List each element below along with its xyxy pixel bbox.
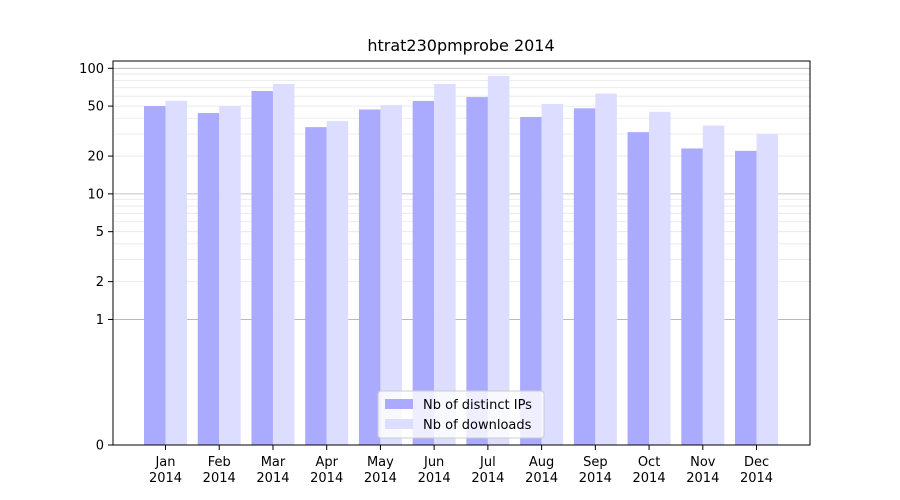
bar xyxy=(487,75,510,445)
bar xyxy=(412,100,435,446)
legend-swatch xyxy=(385,419,413,429)
y-tick-label: 100 xyxy=(79,62,104,77)
plot-frame xyxy=(112,60,811,446)
x-tick-label: Mar 2014 xyxy=(256,455,289,486)
x-tick-label: May 2014 xyxy=(364,455,397,486)
x-axis: Jan 2014 Feb 2014 Mar 2014 Apr 2014 May 2014 Jun 20… xyxy=(149,445,773,486)
bar xyxy=(702,125,725,446)
bars xyxy=(144,75,779,446)
x-tick-label: Feb 2014 xyxy=(203,455,236,486)
x-tick-label: Jan 2014 xyxy=(149,455,182,486)
legend: Nb of distinct IPs Nb of downloads xyxy=(377,390,545,439)
bar xyxy=(434,83,456,446)
bar xyxy=(144,106,166,445)
bar xyxy=(219,106,241,445)
bar xyxy=(541,103,564,446)
bar xyxy=(595,93,617,445)
bar xyxy=(466,97,488,446)
bar xyxy=(305,127,327,445)
legend-swatch xyxy=(385,399,413,409)
bar xyxy=(272,83,295,446)
y-tick-label: 20 xyxy=(87,150,104,165)
x-tick-label: Dec 2014 xyxy=(740,455,773,486)
x-tick-label: Oct 2014 xyxy=(633,455,666,486)
x-tick-label: Jun 2014 xyxy=(418,455,451,486)
bar xyxy=(756,133,779,446)
x-tick-label: Aug 2014 xyxy=(525,455,558,486)
x-tick-label: Jul 2014 xyxy=(471,455,504,486)
x-tick-label: Sep 2014 xyxy=(579,455,612,486)
y-tick-label: 10 xyxy=(87,187,104,202)
x-tick-label: Apr 2014 xyxy=(310,455,343,486)
chart-title: htrat230pmprobe 2014 xyxy=(367,36,554,55)
bar xyxy=(573,108,596,446)
bar xyxy=(649,111,671,446)
x-tick-label: Nov 2014 xyxy=(686,455,719,486)
y-tick-label: 5 xyxy=(96,225,104,240)
bar xyxy=(326,121,349,446)
bar xyxy=(165,100,187,446)
y-tick-label: 1 xyxy=(96,313,104,328)
y-axis: 0 1 2 5 10 20 50 100 xyxy=(79,62,113,454)
bar xyxy=(681,148,703,445)
y-tick-label: 50 xyxy=(87,100,104,115)
y-tick-label: 0 xyxy=(96,439,104,454)
bar xyxy=(735,150,757,445)
legend-label: Nb of downloads xyxy=(423,418,532,433)
bar xyxy=(358,109,381,445)
bar xyxy=(380,105,402,446)
y-tick-label: 2 xyxy=(96,275,104,290)
bar xyxy=(520,116,542,446)
legend-label: Nb of distinct IPs xyxy=(423,398,532,413)
bar xyxy=(627,132,650,446)
legend-box xyxy=(377,390,545,439)
bar xyxy=(251,90,273,446)
bar xyxy=(197,113,220,445)
